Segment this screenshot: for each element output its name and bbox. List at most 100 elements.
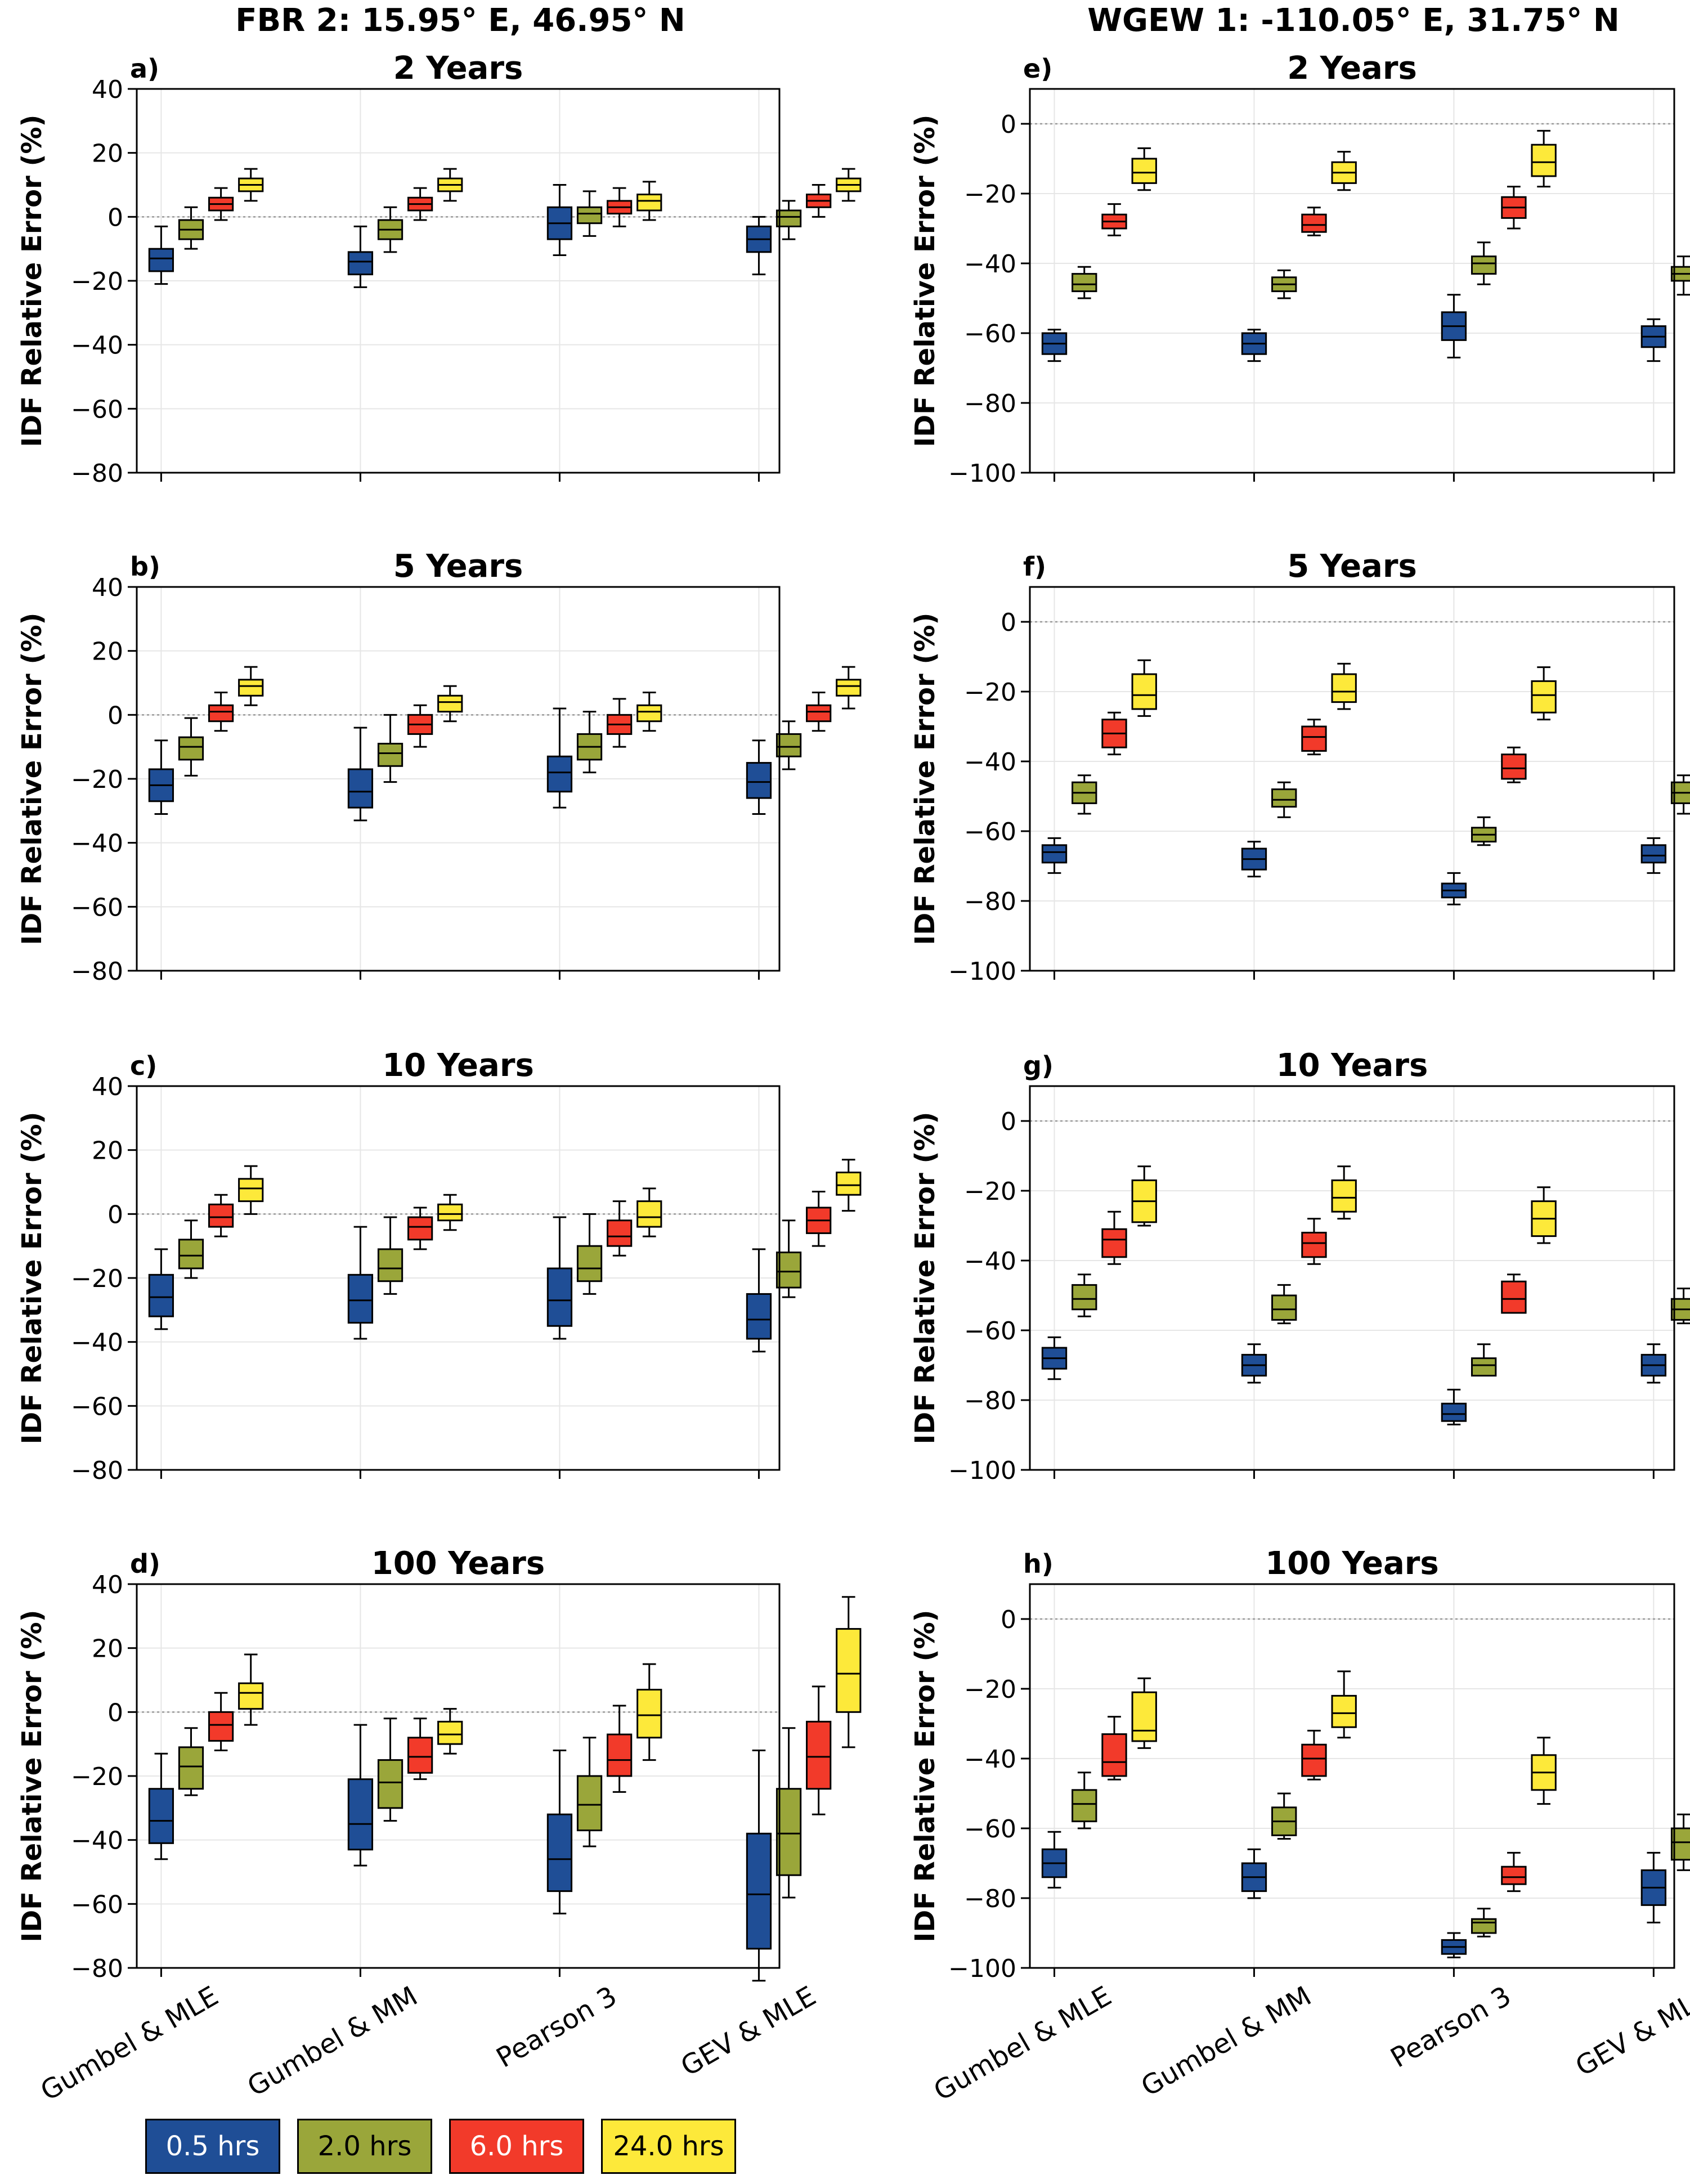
box-2-0-hrs-0 <box>178 206 204 250</box>
x-category-label: Gumbel & MM <box>242 1980 423 2103</box>
box-2-0-hrs-2 <box>1471 241 1497 285</box>
box-iqr <box>836 1628 862 1713</box>
box-iqr <box>546 755 573 793</box>
box-24-0-hrs-1 <box>437 685 463 723</box>
box-6-0-hrs-0 <box>1101 1210 1127 1265</box>
box-2-0-hrs-0 <box>1072 266 1097 299</box>
box-iqr <box>636 704 662 723</box>
box-iqr <box>1301 1231 1327 1258</box>
box-iqr <box>775 1788 802 1876</box>
box-6-0-hrs-1 <box>407 1717 433 1781</box>
box-24-0-hrs-1 <box>1331 662 1357 710</box>
box-24-0-hrs-0 <box>1131 1165 1157 1227</box>
box-iqr <box>1501 1865 1527 1885</box>
box-iqr <box>178 1239 204 1270</box>
y-tick-label: −40 <box>964 250 1016 279</box>
box-6-0-hrs-0 <box>208 1692 234 1752</box>
box-iqr <box>1471 1357 1497 1377</box>
x-category-label: Pearson 3 <box>491 1980 622 2074</box>
panel-title: 5 Years <box>393 548 523 585</box>
box-2-0-hrs-2 <box>1471 1343 1497 1377</box>
box-0-5-hrs-1 <box>1241 1848 1267 1899</box>
y-tick-label: 40 <box>92 1571 123 1599</box>
box-2-0-hrs-1 <box>377 1717 404 1822</box>
box-0-5-hrs-3 <box>746 216 772 276</box>
y-tick-label: 0 <box>1001 1107 1016 1136</box>
box-24-0-hrs-2 <box>636 692 662 732</box>
box-iqr <box>1640 844 1667 864</box>
y-axis-label: IDF Relative Error (%) <box>16 1112 48 1445</box>
box-0-5-hrs-2 <box>1441 294 1467 358</box>
box-24-0-hrs-0 <box>238 168 264 202</box>
box-6-0-hrs-1 <box>1301 1729 1327 1781</box>
y-tick-label: −20 <box>964 180 1016 209</box>
y-tick-label: −40 <box>964 748 1016 777</box>
panel-d: 40 20 0 −20 −40 −60 −80 IDF Relative Error (%) 1… <box>16 1545 862 2107</box>
y-tick-label: −40 <box>71 1827 123 1855</box>
y-axis-label: IDF Relative Error (%) <box>16 115 48 447</box>
box-24-0-hrs-1 <box>1331 1670 1357 1739</box>
box-iqr <box>806 1720 832 1790</box>
x-category-label: GEV & MLE <box>1570 1980 1690 2083</box>
box-24-0-hrs-3 <box>836 666 862 710</box>
box-24-0-hrs-3 <box>836 1159 862 1212</box>
box-iqr <box>1131 1691 1157 1742</box>
panel-title: 5 Years <box>1287 548 1417 585</box>
box-2-0-hrs-2 <box>1471 1908 1497 1938</box>
box-iqr <box>208 704 234 723</box>
box-2-0-hrs-2 <box>1471 816 1497 846</box>
box-iqr <box>347 251 374 276</box>
box-2-0-hrs-1 <box>1271 269 1297 299</box>
y-tick-label: −60 <box>71 893 123 922</box>
box-6-0-hrs-0 <box>208 1194 234 1237</box>
box-iqr <box>546 1267 573 1327</box>
box-iqr <box>377 1248 404 1282</box>
box-0-5-hrs-1 <box>1241 841 1267 878</box>
y-tick-label: 0 <box>1001 110 1016 139</box>
box-iqr <box>1101 1733 1127 1777</box>
y-tick-label: −20 <box>71 1763 123 1791</box>
y-tick-label: −80 <box>71 957 123 986</box>
y-tick-label: 0 <box>107 203 123 232</box>
box-iqr <box>1331 673 1357 703</box>
box-0-5-hrs-3 <box>1640 837 1667 874</box>
y-tick-label: 40 <box>92 1073 123 1101</box>
box-0-5-hrs-0 <box>1041 1831 1068 1889</box>
box-6-0-hrs-3 <box>806 184 832 218</box>
y-tick-label: −20 <box>964 678 1016 707</box>
box-6-0-hrs-1 <box>1301 1218 1327 1265</box>
box-2-0-hrs-2 <box>576 1737 603 1847</box>
box-iqr <box>1331 1179 1357 1213</box>
y-axis-label: IDF Relative Error (%) <box>909 613 941 945</box>
box-iqr <box>1501 1280 1527 1314</box>
box-iqr <box>836 679 862 697</box>
panel-b: 40 20 0 −20 −40 −60 −80 IDF Relative Error (%) 5… <box>16 548 862 986</box>
y-tick-label: −60 <box>964 320 1016 348</box>
box-iqr <box>347 1778 374 1851</box>
panel-letter: a) <box>130 53 159 84</box>
y-tick-label: −20 <box>964 1675 1016 1704</box>
legend-label: 24.0 hrs <box>613 2131 724 2162</box>
legend-item-0-5-hrs: 0.5 hrs <box>145 2119 280 2174</box>
box-iqr <box>576 206 603 225</box>
box-24-0-hrs-0 <box>238 1653 264 1726</box>
box-2-0-hrs-1 <box>377 714 404 783</box>
box-iqr <box>148 1273 174 1317</box>
box-0-5-hrs-0 <box>148 739 174 815</box>
box-iqr <box>1441 1402 1467 1422</box>
box-0-5-hrs-2 <box>1441 1932 1467 1958</box>
box-iqr <box>1301 725 1327 752</box>
y-tick-label: −80 <box>964 1885 1016 1913</box>
box-iqr <box>437 1203 463 1222</box>
box-6-0-hrs-1 <box>1301 207 1327 236</box>
box-24-0-hrs-2 <box>1531 1186 1557 1244</box>
box-2-0-hrs-3 <box>775 1727 802 1899</box>
box-0-5-hrs-0 <box>148 1752 174 1860</box>
box-0-5-hrs-3 <box>746 1750 772 1982</box>
y-axis-label: IDF Relative Error (%) <box>16 1610 48 1943</box>
box-6-0-hrs-1 <box>407 1207 433 1250</box>
y-tick-label: −100 <box>948 957 1016 986</box>
y-tick-label: −80 <box>71 1456 123 1485</box>
plot-frame <box>1029 1085 1675 1471</box>
